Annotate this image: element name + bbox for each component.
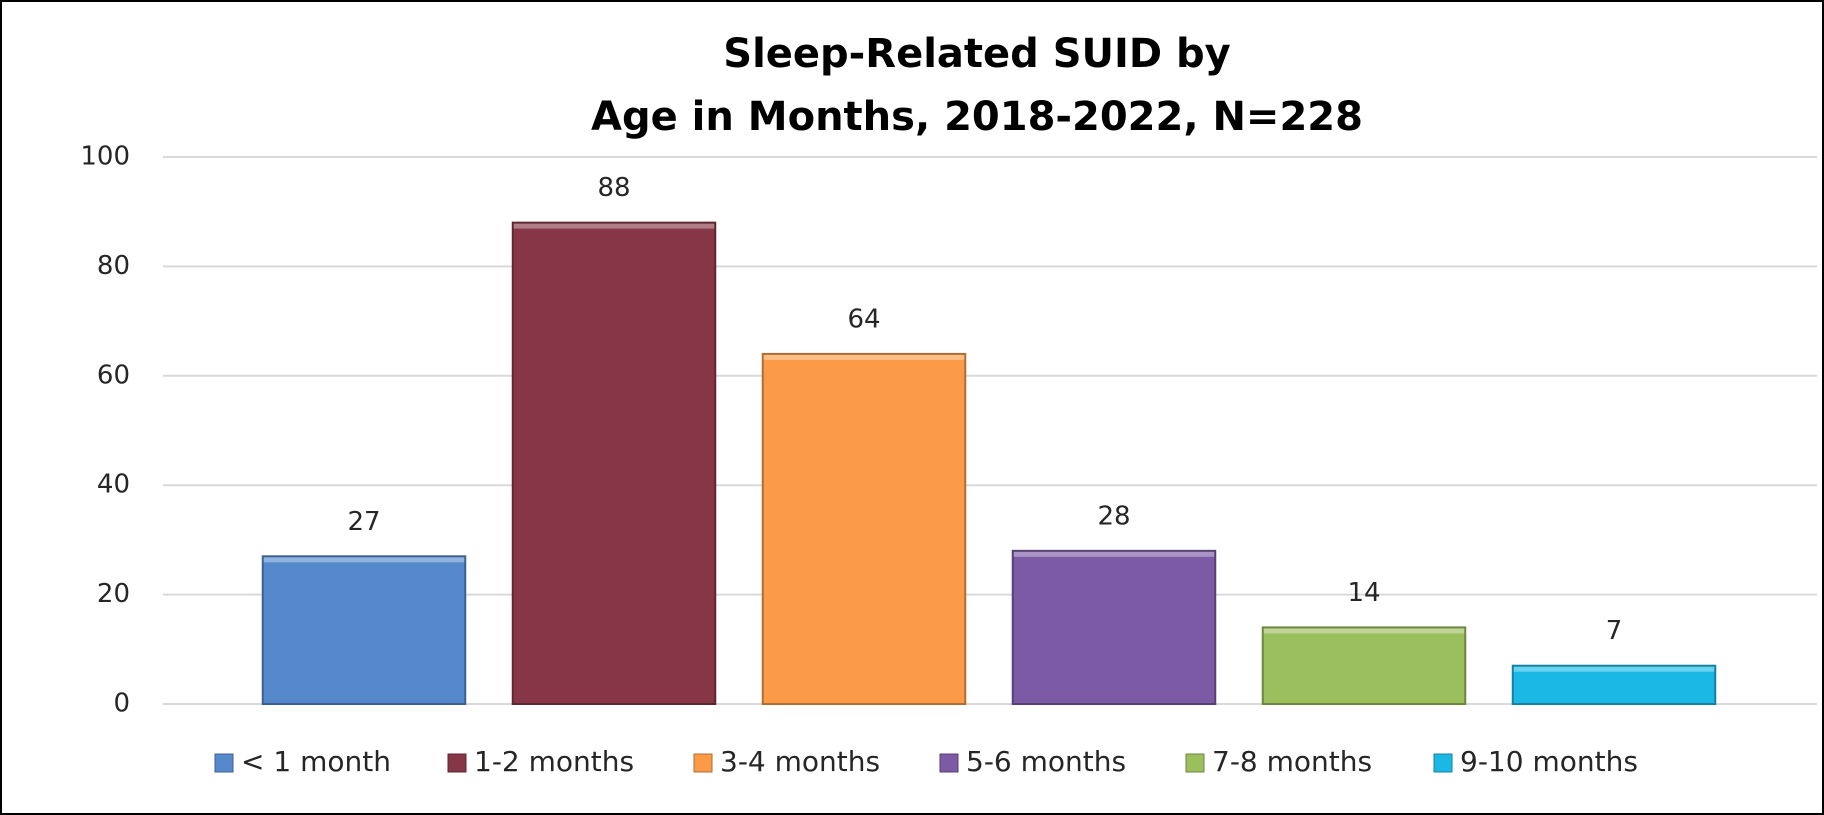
- chart-title: Sleep-Related SUID by: [723, 31, 1230, 77]
- legend-label: 1-2 months: [474, 745, 634, 778]
- data-label: 88: [597, 173, 630, 203]
- legend-label: 7-8 months: [1212, 745, 1372, 778]
- bar-bevel: [1513, 666, 1715, 672]
- bar: [761, 352, 967, 705]
- bar: [1261, 626, 1467, 705]
- y-tick-label: 60: [97, 360, 130, 390]
- data-label: 7: [1606, 616, 1623, 646]
- legend-swatch: [214, 753, 234, 773]
- bar: [261, 555, 467, 705]
- bar-bevel: [763, 354, 965, 360]
- data-label: 14: [1347, 578, 1380, 608]
- y-tick-label: 20: [97, 579, 130, 609]
- data-label: 28: [1097, 501, 1130, 531]
- bar-bevel: [1013, 551, 1215, 557]
- legend-swatch: [693, 753, 713, 773]
- bar-bevel: [513, 223, 715, 229]
- chart-title: Age in Months, 2018-2022, N=228: [591, 94, 1363, 140]
- bar: [1011, 549, 1217, 706]
- legend-swatch: [1433, 753, 1453, 773]
- bar: [1511, 664, 1717, 706]
- legend-label: < 1 month: [241, 745, 391, 778]
- y-tick-label: 40: [97, 470, 130, 500]
- bar-bevel: [1263, 628, 1465, 634]
- bar: [511, 221, 717, 705]
- legend-swatch: [447, 753, 467, 773]
- legend-label: 3-4 months: [720, 745, 880, 778]
- data-label: 64: [847, 304, 880, 334]
- legend-label: 9-10 months: [1460, 745, 1638, 778]
- y-tick-label: 100: [80, 142, 130, 172]
- bar-bevel: [263, 557, 465, 563]
- data-label: 27: [347, 507, 380, 537]
- y-tick-label: 0: [113, 689, 130, 719]
- legend-label: 5-6 months: [966, 745, 1126, 778]
- legend-swatch: [1185, 753, 1205, 773]
- y-tick-label: 80: [97, 251, 130, 281]
- legend-swatch: [939, 753, 959, 773]
